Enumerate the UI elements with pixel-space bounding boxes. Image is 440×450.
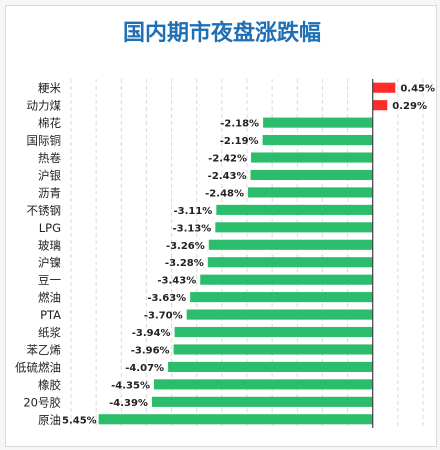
bar xyxy=(208,239,373,250)
bar xyxy=(173,344,373,355)
data-label: -3.28% xyxy=(165,258,204,269)
bar xyxy=(207,257,373,268)
bar xyxy=(190,292,373,303)
category-label: 纸浆 xyxy=(38,326,61,340)
bar xyxy=(251,152,373,163)
category-label: 沥青 xyxy=(38,186,61,200)
data-label: -3.43% xyxy=(157,276,196,287)
data-label: -4.07% xyxy=(125,363,164,374)
data-label: -2.43% xyxy=(208,171,247,182)
bar xyxy=(250,169,373,181)
data-label: -2.42% xyxy=(208,154,247,165)
data-label: -3.96% xyxy=(131,345,170,356)
bar xyxy=(151,396,373,407)
bar xyxy=(168,361,373,372)
category-label: 沪银 xyxy=(38,168,61,182)
bar-series xyxy=(98,82,396,425)
bar xyxy=(186,309,373,320)
category-label: 豆一 xyxy=(38,273,61,287)
data-label: -4.39% xyxy=(109,398,148,409)
bar xyxy=(372,82,396,93)
category-label: 橡胶 xyxy=(38,378,61,392)
bar xyxy=(98,414,373,425)
bar xyxy=(262,135,373,146)
category-label: 粳米 xyxy=(38,81,61,95)
bar xyxy=(200,274,373,285)
category-label: PTA xyxy=(40,308,61,322)
data-label: -3.11% xyxy=(173,206,212,217)
category-label: 棉花 xyxy=(38,116,61,130)
category-label: 动力煤 xyxy=(27,99,62,113)
category-label: 热卷 xyxy=(38,151,61,165)
bar xyxy=(248,187,373,198)
category-label: 不锈钢 xyxy=(27,203,62,217)
chart-title: 国内期市夜盘涨跌幅 xyxy=(123,20,321,46)
category-label: 低硫燃油 xyxy=(15,360,61,374)
data-label: 0.45% xyxy=(400,84,435,95)
category-label: 原油 xyxy=(38,413,61,427)
data-label: -3.94% xyxy=(132,328,171,339)
data-label: -2.19% xyxy=(220,136,259,147)
category-label: 苯乙烯 xyxy=(27,343,62,357)
data-label: -4.35% xyxy=(111,380,150,391)
bar xyxy=(263,117,373,128)
data-label: -3.70% xyxy=(144,311,183,322)
bar xyxy=(215,222,373,233)
data-label: -3.26% xyxy=(166,241,205,252)
category-label: 燃油 xyxy=(38,291,61,305)
bar xyxy=(372,100,388,111)
data-label: 0.29% xyxy=(392,101,427,112)
data-label: -3.13% xyxy=(172,223,211,234)
data-labels: 0.45% 0.29% -2.18% -2.19% -2.42% -2.43% -2.48%… xyxy=(62,84,435,427)
category-label: 20号胶 xyxy=(23,395,61,409)
category-label: LPG xyxy=(39,221,61,235)
data-label: -2.18% xyxy=(220,119,259,130)
category-label: 玻璃 xyxy=(38,238,61,252)
data-label: -3.63% xyxy=(147,293,186,304)
bar xyxy=(216,204,373,215)
bar xyxy=(174,326,373,338)
data-label: 5.45% xyxy=(62,415,97,426)
category-label: 国际铜 xyxy=(27,134,62,148)
data-label: -2.48% xyxy=(205,188,244,199)
grid-lines xyxy=(70,79,424,428)
bar xyxy=(153,379,373,390)
category-label: 沪镍 xyxy=(38,256,61,270)
